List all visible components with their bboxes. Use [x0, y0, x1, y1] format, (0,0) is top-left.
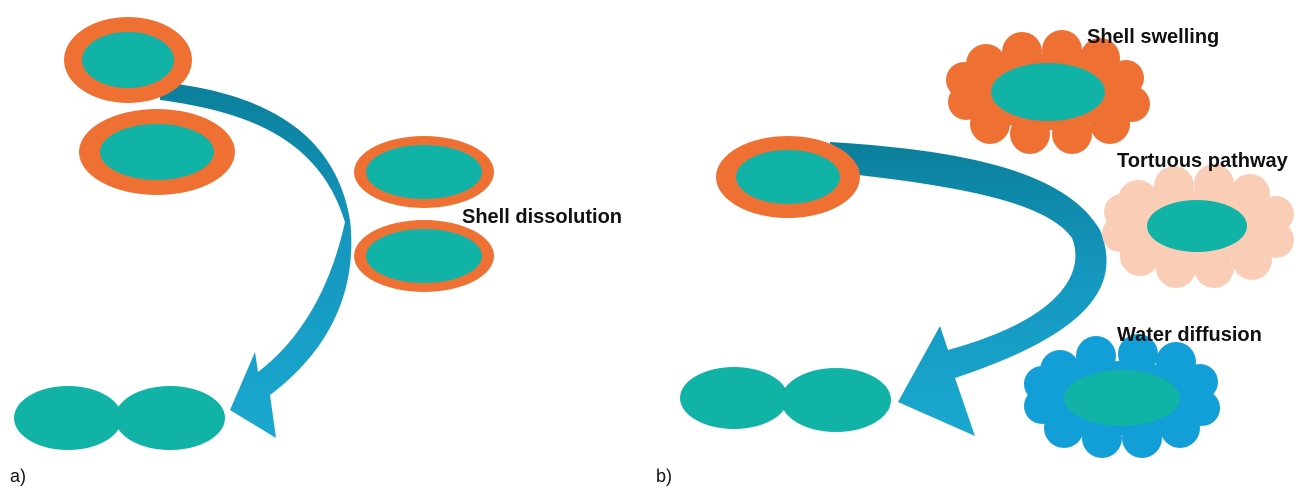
released-core: [680, 367, 788, 429]
teal-core: [1064, 370, 1180, 426]
capsule-a4: [354, 220, 494, 292]
label-tortuous-pathway: Tortuous pathway: [1117, 150, 1289, 172]
label-shell-swelling: Shell swelling: [1087, 26, 1219, 48]
capsule-a3: [354, 136, 494, 208]
curved-arrow-a-icon: [160, 82, 352, 438]
teal-core: [366, 145, 482, 199]
capsule-b1: [716, 136, 860, 218]
teal-core: [736, 150, 840, 204]
panel-letter-a: a): [10, 466, 26, 486]
panel-a: Shell dissolution a): [10, 17, 622, 486]
teal-core: [100, 124, 214, 180]
capsule-a2: [79, 109, 235, 195]
released-cores-a: [14, 386, 225, 450]
label-water-diffusion: Water diffusion: [1117, 324, 1262, 346]
teal-core: [366, 229, 482, 283]
teal-core: [1147, 200, 1247, 252]
panel-letter-b: b): [656, 466, 672, 486]
teal-core: [991, 63, 1105, 121]
released-core: [14, 386, 122, 450]
water-capsule-b4: [1024, 334, 1220, 458]
teal-core: [82, 32, 174, 88]
label-shell-dissolution: Shell dissolution: [462, 206, 622, 228]
released-core: [115, 386, 225, 450]
panel-b: Shell swelling Tortuous pathway Water di…: [656, 26, 1294, 486]
released-cores-b: [680, 367, 891, 432]
tortuous-capsule-b3: [1102, 164, 1294, 288]
swollen-capsule-b2: [946, 30, 1150, 154]
released-core: [781, 368, 891, 432]
capsule-a1: [64, 17, 192, 103]
